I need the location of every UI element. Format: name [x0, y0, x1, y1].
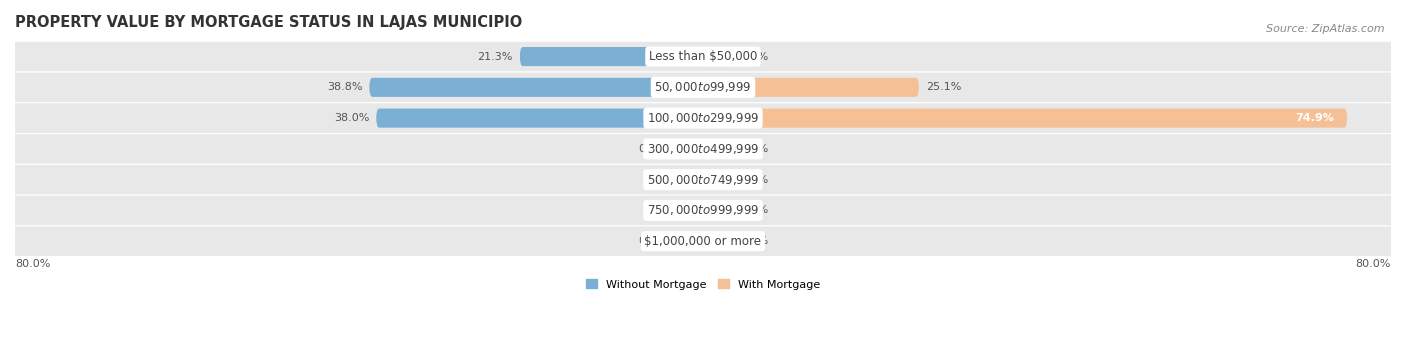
- FancyBboxPatch shape: [0, 103, 1406, 133]
- Text: 80.0%: 80.0%: [1355, 259, 1391, 269]
- FancyBboxPatch shape: [703, 139, 733, 158]
- Text: Less than $50,000: Less than $50,000: [648, 50, 758, 63]
- Text: 38.0%: 38.0%: [335, 113, 370, 123]
- Text: $300,000 to $499,999: $300,000 to $499,999: [647, 142, 759, 156]
- Text: $500,000 to $749,999: $500,000 to $749,999: [647, 173, 759, 187]
- FancyBboxPatch shape: [673, 232, 703, 251]
- Text: 25.1%: 25.1%: [925, 82, 962, 92]
- FancyBboxPatch shape: [673, 139, 703, 158]
- Text: 0.0%: 0.0%: [740, 205, 768, 216]
- FancyBboxPatch shape: [703, 47, 733, 66]
- FancyBboxPatch shape: [377, 108, 703, 128]
- Text: 0.0%: 0.0%: [740, 144, 768, 154]
- Text: 0.0%: 0.0%: [740, 236, 768, 246]
- Text: 0.0%: 0.0%: [740, 175, 768, 185]
- Text: 21.3%: 21.3%: [478, 52, 513, 62]
- Text: 74.9%: 74.9%: [1295, 113, 1334, 123]
- FancyBboxPatch shape: [520, 47, 703, 66]
- FancyBboxPatch shape: [703, 78, 920, 97]
- FancyBboxPatch shape: [0, 195, 1406, 225]
- Legend: Without Mortgage, With Mortgage: Without Mortgage, With Mortgage: [582, 275, 824, 294]
- Text: PROPERTY VALUE BY MORTGAGE STATUS IN LAJAS MUNICIPIO: PROPERTY VALUE BY MORTGAGE STATUS IN LAJ…: [15, 15, 522, 30]
- Text: $100,000 to $299,999: $100,000 to $299,999: [647, 111, 759, 125]
- FancyBboxPatch shape: [0, 226, 1406, 256]
- Text: 0.0%: 0.0%: [638, 236, 666, 246]
- FancyBboxPatch shape: [0, 42, 1406, 71]
- Text: 38.8%: 38.8%: [328, 82, 363, 92]
- Text: 0.0%: 0.0%: [740, 52, 768, 62]
- FancyBboxPatch shape: [0, 134, 1406, 164]
- Text: 80.0%: 80.0%: [15, 259, 51, 269]
- Text: 0.0%: 0.0%: [638, 144, 666, 154]
- FancyBboxPatch shape: [703, 201, 733, 220]
- FancyBboxPatch shape: [700, 201, 704, 220]
- Text: 0.21%: 0.21%: [659, 205, 695, 216]
- FancyBboxPatch shape: [703, 170, 733, 189]
- FancyBboxPatch shape: [370, 78, 703, 97]
- Text: $1,000,000 or more: $1,000,000 or more: [644, 235, 762, 248]
- FancyBboxPatch shape: [0, 165, 1406, 194]
- FancyBboxPatch shape: [0, 72, 1406, 102]
- FancyBboxPatch shape: [703, 232, 733, 251]
- Text: $50,000 to $99,999: $50,000 to $99,999: [654, 80, 752, 94]
- FancyBboxPatch shape: [703, 108, 1347, 128]
- Text: $750,000 to $999,999: $750,000 to $999,999: [647, 203, 759, 217]
- FancyBboxPatch shape: [689, 170, 703, 189]
- Text: 1.7%: 1.7%: [654, 175, 682, 185]
- Text: Source: ZipAtlas.com: Source: ZipAtlas.com: [1267, 24, 1385, 34]
